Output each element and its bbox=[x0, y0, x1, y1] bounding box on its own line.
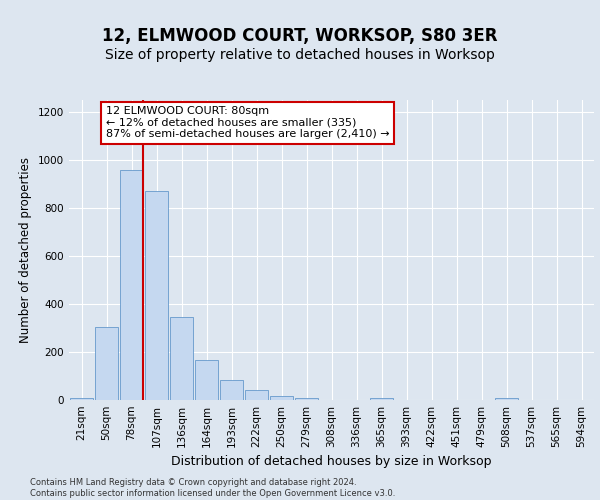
Bar bbox=[95, 327, 118, 400]
Text: Size of property relative to detached houses in Worksop: Size of property relative to detached ho… bbox=[105, 48, 495, 62]
Bar bbox=[145, 191, 168, 400]
Bar bbox=[245, 390, 268, 400]
Bar bbox=[270, 396, 293, 400]
X-axis label: Distribution of detached houses by size in Worksop: Distribution of detached houses by size … bbox=[171, 456, 492, 468]
Bar bbox=[370, 398, 393, 400]
Text: 12 ELMWOOD COURT: 80sqm
← 12% of detached houses are smaller (335)
87% of semi-d: 12 ELMWOOD COURT: 80sqm ← 12% of detache… bbox=[106, 106, 389, 139]
Text: 12, ELMWOOD COURT, WORKSOP, S80 3ER: 12, ELMWOOD COURT, WORKSOP, S80 3ER bbox=[102, 28, 498, 46]
Bar bbox=[495, 398, 518, 400]
Bar bbox=[220, 380, 243, 400]
Y-axis label: Number of detached properties: Number of detached properties bbox=[19, 157, 32, 343]
Text: Contains HM Land Registry data © Crown copyright and database right 2024.
Contai: Contains HM Land Registry data © Crown c… bbox=[30, 478, 395, 498]
Bar bbox=[120, 170, 143, 400]
Bar bbox=[170, 317, 193, 400]
Bar bbox=[195, 360, 218, 400]
Bar bbox=[70, 398, 93, 400]
Bar bbox=[295, 398, 318, 400]
